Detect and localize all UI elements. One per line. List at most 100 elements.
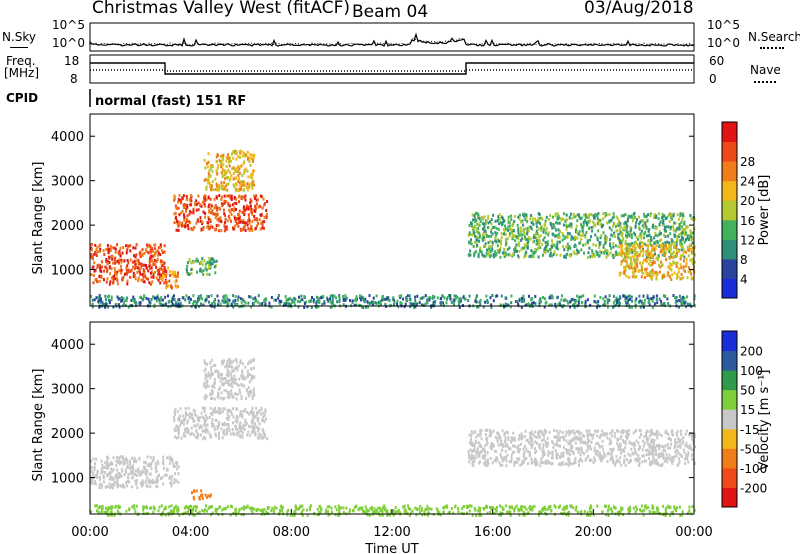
heatmap-cell [227, 153, 229, 157]
heatmap-cell [455, 294, 458, 298]
heatmap-cell [652, 259, 655, 263]
heatmap-cell [218, 229, 220, 233]
heatmap-cell [244, 167, 247, 171]
heatmap-cell [242, 218, 245, 222]
heatmap-cell [105, 298, 107, 302]
heatmap-cell [633, 254, 636, 258]
heatmap-cell [549, 248, 552, 252]
heatmap-cell [120, 296, 123, 300]
heatmap-cell [584, 299, 587, 303]
heatmap-cell [510, 436, 513, 440]
heatmap-cell [566, 248, 569, 252]
heatmap-cell [266, 212, 268, 216]
heatmap-cell [632, 443, 635, 447]
heatmap-cell [90, 273, 93, 276]
heatmap-cell [525, 254, 528, 258]
heatmap-cell [667, 437, 670, 441]
heatmap-cell [231, 167, 234, 171]
nsearch-label: N.Search [748, 30, 800, 44]
heatmap-cell [535, 449, 538, 453]
heatmap-cell [125, 457, 127, 461]
heatmap-cell [684, 457, 686, 461]
heatmap-cell [150, 467, 153, 471]
heatmap-cell [629, 229, 632, 233]
heatmap-cell [364, 297, 367, 301]
heatmap-cell [670, 268, 673, 272]
heatmap-cell [670, 216, 673, 220]
heatmap-cell [204, 436, 207, 440]
heatmap-cell [537, 216, 540, 220]
heatmap-cell [570, 439, 573, 443]
heatmap-cell [363, 300, 366, 304]
heatmap-cell [223, 432, 226, 436]
heatmap-cell [566, 218, 568, 222]
heatmap-cell [138, 270, 141, 274]
heatmap-cell [676, 464, 679, 467]
heatmap-cell [162, 274, 164, 278]
heatmap-cell [503, 230, 506, 234]
heatmap-cell [469, 448, 472, 452]
heatmap-cell [138, 470, 140, 474]
heatmap-cell [612, 461, 615, 465]
heatmap-cell [135, 243, 138, 247]
heatmap-cell [222, 208, 225, 212]
heatmap-cell [645, 449, 648, 452]
heatmap-cell [643, 441, 646, 445]
heatmap-cell [536, 232, 539, 236]
heatmap-cell [205, 268, 208, 272]
heatmap-cell [631, 275, 634, 279]
heatmap-cell [545, 231, 548, 235]
heatmap-cell [620, 260, 623, 264]
heatmap-cell [355, 297, 358, 301]
heatmap-cell [534, 295, 537, 298]
heatmap-cell [530, 461, 533, 465]
heatmap-cell [106, 485, 109, 488]
heatmap-cell [230, 389, 233, 393]
heatmap-cell [108, 486, 111, 490]
heatmap-cell [189, 416, 192, 420]
heatmap-cell [173, 294, 175, 298]
heatmap-cell [614, 244, 617, 248]
heatmap-cell [679, 443, 682, 447]
heatmap-cell [650, 429, 653, 433]
heatmap-cell [329, 294, 332, 298]
heatmap-cell [207, 217, 210, 221]
heatmap-cell [561, 232, 564, 235]
heatmap-cell [486, 298, 489, 302]
heatmap-cell [608, 220, 611, 224]
heatmap-cell [237, 195, 240, 199]
heatmap-cell [560, 218, 563, 222]
heatmap-cell [132, 271, 135, 275]
heatmap-cell [256, 219, 259, 223]
heatmap-cell [211, 165, 214, 169]
heatmap-cell [668, 244, 670, 248]
heatmap-cell [587, 437, 589, 441]
heatmap-cell [486, 451, 489, 455]
heatmap-cell [471, 431, 474, 435]
heatmap-cell [486, 234, 489, 238]
heatmap-cell [285, 298, 288, 302]
heatmap-cell [112, 483, 115, 487]
heatmap-cell [207, 215, 210, 219]
heatmap-cell [176, 274, 179, 278]
heatmap-cell [668, 262, 671, 266]
heatmap-cell [218, 186, 221, 190]
heatmap-cell [624, 255, 627, 259]
heatmap-cell [262, 197, 265, 201]
heatmap-cell [220, 360, 223, 364]
heatmap-cell [408, 297, 411, 301]
heatmap-cell [206, 379, 209, 383]
heatmap-cell [226, 365, 229, 369]
heatmap-cell [257, 294, 260, 298]
heatmap-cell [523, 214, 526, 218]
heatmap-cell [248, 182, 251, 186]
heatmap-cell [106, 467, 109, 471]
heatmap-cell [602, 212, 605, 215]
heatmap-cell [595, 243, 598, 247]
heatmap-cell [303, 305, 306, 309]
heatmap-cell [227, 426, 230, 430]
heatmap-cell [549, 294, 552, 298]
heatmap-cell [163, 281, 166, 285]
heatmap-cell [261, 418, 263, 422]
heatmap-cell [154, 462, 157, 466]
